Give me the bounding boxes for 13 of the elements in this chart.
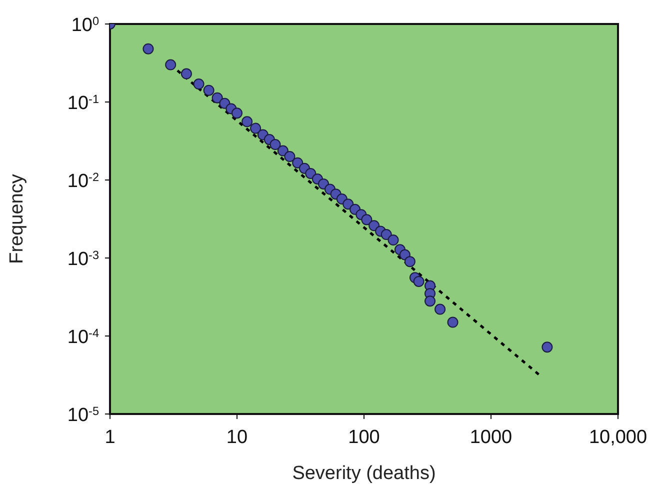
y-tick-label: 10$^{-3}$ [67,248,100,270]
x-tick-label: 10 [226,427,248,448]
x-tick-label: 1 [104,427,116,448]
y-tick-label: 10$^{-5}$ [67,404,100,426]
y-tick-label: 10$^{-1}$ [67,92,99,114]
x-tick-label: 1000 [470,427,512,448]
x-tick-label: 10,000 [588,427,648,448]
x-tick-label: 100 [348,427,380,448]
y-axis-title: Frequency [6,174,28,264]
y-tick-label: 10$^{0}$ [71,14,100,36]
x-axis-title: Severity (deaths) [292,463,436,484]
y-tick-label: 10$^{-2}$ [67,170,99,192]
y-tick-label: 10$^{-4}$ [67,326,100,348]
